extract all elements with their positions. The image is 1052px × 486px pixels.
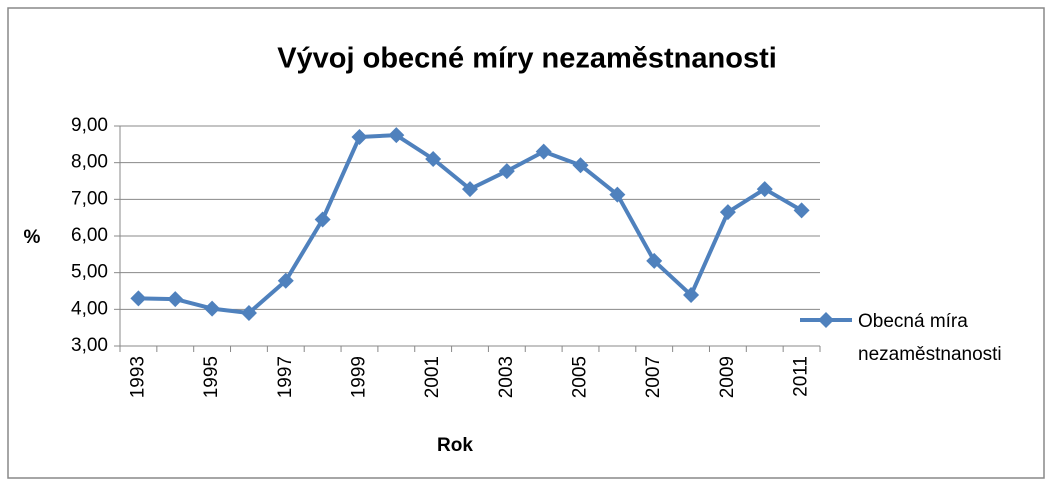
x-tick-label: 1999 — [348, 356, 369, 398]
data-point — [388, 127, 405, 144]
data-point — [425, 151, 442, 167]
data-point — [204, 300, 221, 317]
y-tick-label: 3,00 — [71, 335, 108, 356]
x-tick-label: 2011 — [791, 356, 812, 397]
data-point — [277, 272, 294, 289]
data-point — [609, 186, 626, 203]
data-point — [351, 129, 368, 145]
chart-border — [7, 7, 1045, 479]
data-point — [314, 211, 331, 228]
x-tick-label: 2007 — [643, 356, 664, 398]
x-axis-label: Rok — [437, 435, 473, 456]
data-point — [130, 290, 147, 307]
y-tick-label: 5,00 — [71, 262, 108, 283]
chart-title: Vývoj obecné míry nezaměstnanosti — [277, 43, 777, 75]
x-tick-label: 1993 — [127, 356, 148, 398]
data-point — [498, 163, 515, 180]
x-tick-label: 2009 — [717, 356, 738, 398]
data-point — [756, 181, 773, 198]
data-point — [646, 252, 663, 269]
y-tick-label: 6,00 — [71, 225, 108, 246]
data-point — [167, 291, 184, 308]
x-tick-label: 1995 — [201, 356, 222, 398]
data-point — [572, 157, 589, 174]
x-tick-label: 1997 — [275, 356, 296, 398]
x-tick-label: 2003 — [496, 356, 517, 398]
legend-label: Obecná míra nezaměstnanosti — [858, 311, 1002, 365]
data-point — [719, 204, 736, 221]
data-point — [535, 143, 552, 160]
x-tick-label: 2005 — [570, 356, 591, 398]
x-tick-label: 2001 — [422, 356, 443, 398]
data-point — [683, 287, 700, 304]
y-axis-label: % — [24, 227, 41, 248]
y-tick-label: 9,00 — [71, 115, 108, 136]
data-point — [240, 305, 257, 321]
legend-marker — [818, 312, 834, 328]
y-tick-label: 4,00 — [71, 298, 108, 319]
data-point — [793, 202, 810, 219]
data-point — [462, 181, 478, 198]
y-tick-label: 8,00 — [71, 152, 108, 173]
y-tick-label: 7,00 — [71, 188, 108, 209]
